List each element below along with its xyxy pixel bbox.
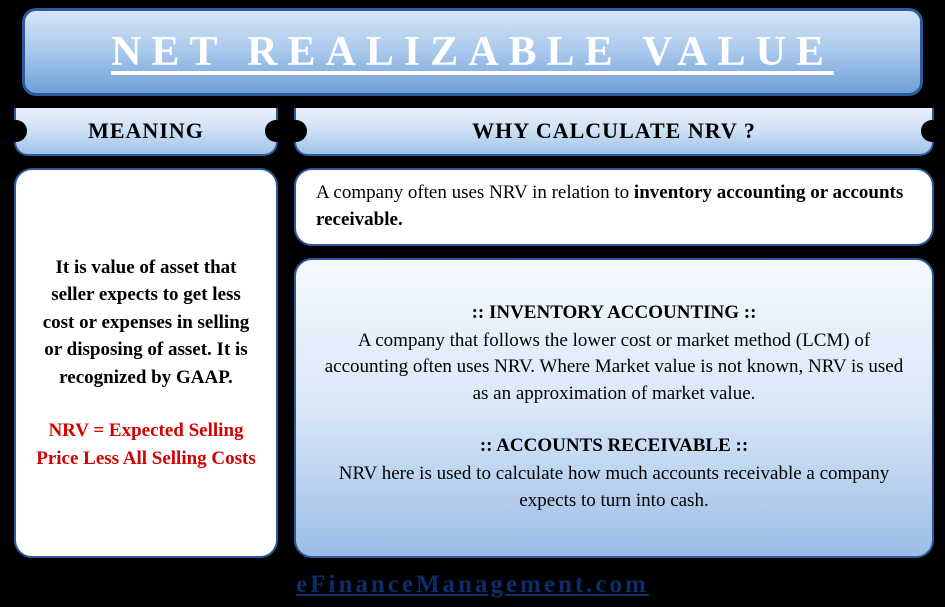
- card-details: :: INVENTORY ACCOUNTING :: A company tha…: [294, 258, 934, 558]
- page-title: NET REALIZABLE VALUE: [111, 28, 834, 76]
- meaning-formula-text: NRV = Expected Selling Price Less All Se…: [36, 417, 256, 472]
- title-banner: NET REALIZABLE VALUE: [22, 8, 923, 96]
- infographic-container: NET REALIZABLE VALUE MEANING WHY CALCULA…: [0, 0, 945, 607]
- tab-why-label: WHY CALCULATE NRV ?: [472, 118, 756, 144]
- ar-body: NRV here is used to calculate how much a…: [316, 461, 912, 514]
- footer-link[interactable]: eFinanceManagement.com: [0, 571, 945, 599]
- inventory-heading: :: INVENTORY ACCOUNTING ::: [316, 302, 912, 324]
- card-meaning: It is value of asset that seller expects…: [14, 168, 278, 558]
- card-intro: A company often uses NRV in relation to …: [294, 168, 934, 246]
- intro-text: A company often uses NRV in relation to …: [316, 180, 912, 233]
- tab-why: WHY CALCULATE NRV ?: [294, 108, 934, 156]
- meaning-body-text: It is value of asset that seller expects…: [36, 254, 256, 392]
- ar-heading: :: ACCOUNTS RECEIVABLE ::: [316, 435, 912, 457]
- inventory-block: :: INVENTORY ACCOUNTING :: A company tha…: [316, 302, 912, 408]
- ar-block: :: ACCOUNTS RECEIVABLE :: NRV here is us…: [316, 435, 912, 514]
- tab-meaning: MEANING: [14, 108, 278, 156]
- intro-prefix: A company often uses NRV in relation to: [316, 182, 634, 203]
- inventory-body: A company that follows the lower cost or…: [316, 328, 912, 408]
- tab-meaning-label: MEANING: [88, 118, 204, 144]
